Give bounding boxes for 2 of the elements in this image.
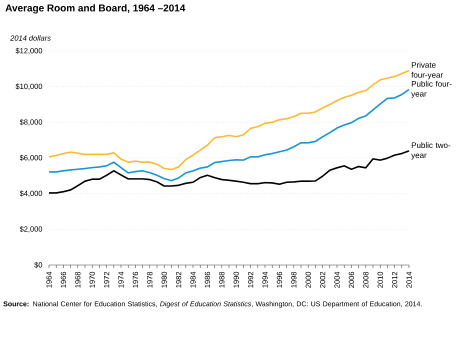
chart-title: Average Room and Board, 1964 –2014 <box>5 4 186 14</box>
line-series <box>48 88 410 182</box>
